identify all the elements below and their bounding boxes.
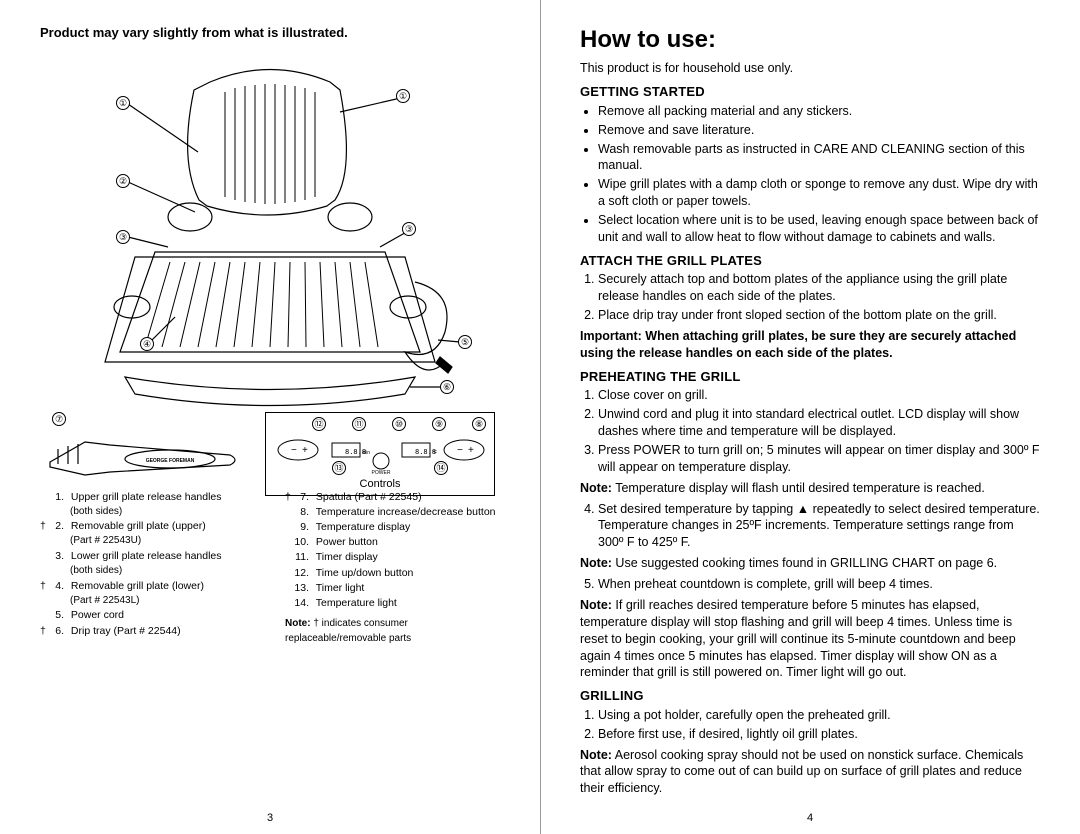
callout-5: ⑤ — [458, 335, 472, 349]
parts-item-sub: (Part # 22543U) — [40, 534, 255, 549]
bullet-list: Remove all packing material and any stic… — [580, 103, 1040, 246]
intro-line: This product is for household use only. — [580, 60, 1040, 77]
numbered-list: Close cover on grill. Unwind cord and plu… — [580, 387, 1040, 475]
spatula-brand-text: GEORGE FOREMAN — [146, 458, 195, 464]
parts-item: 13. Timer light — [285, 581, 500, 596]
parts-item: †2. Removable grill plate (upper) — [40, 519, 255, 534]
controls-panel: ⑧ ⑨ ⑩ ⑪ ⑫ − + — [265, 412, 495, 497]
list-item: Wash removable parts as instructed in CA… — [598, 141, 1040, 175]
callout-3a: ③ — [402, 222, 416, 236]
list-item: Press POWER to turn grill on; 5 minutes … — [598, 442, 1040, 476]
callout-2: ② — [116, 174, 130, 188]
parts-item: 3. Lower grill plate release handles — [40, 549, 255, 564]
numbered-list: Securely attach top and bottom plates of… — [580, 271, 1040, 324]
callout-8: ⑧ — [472, 417, 486, 431]
svg-text:POWER: POWER — [372, 470, 391, 475]
svg-text:+: + — [468, 445, 474, 456]
note-paragraph: Note: Temperature display will flash unt… — [580, 480, 1040, 497]
callout-4: ④ — [140, 337, 154, 351]
svg-text:°F: °F — [432, 450, 437, 456]
parts-item: 1. Upper grill plate release handles — [40, 490, 255, 505]
list-item: Unwind cord and plug it into standard el… — [598, 406, 1040, 440]
callout-9: ⑨ — [432, 417, 446, 431]
parts-col-1: 1. Upper grill plate release handles(bot… — [40, 490, 255, 647]
page-number-right: 4 — [540, 811, 1080, 826]
parts-item: †4. Removable grill plate (lower) — [40, 579, 255, 594]
parts-item-sub: (Part # 22543L) — [40, 594, 255, 609]
variation-note: Product may vary slightly from what is i… — [40, 24, 500, 42]
callout-3b: ③ — [116, 230, 130, 244]
how-to-use-heading: How to use: — [580, 24, 1040, 56]
numbered-list: Using a pot holder, carefully open the p… — [580, 707, 1040, 743]
callout-14: ⑭ — [434, 461, 448, 475]
numbered-list: Set desired temperature by tapping ▲ rep… — [580, 501, 1040, 552]
callout-12: ⑫ — [312, 417, 326, 431]
list-item: Remove and save literature. — [598, 122, 1040, 139]
callout-11: ⑪ — [352, 417, 366, 431]
list-item: When preheat countdown is complete, gril… — [598, 576, 1040, 593]
parts-item: 14. Temperature light — [285, 596, 500, 611]
list-item: Set desired temperature by tapping ▲ rep… — [598, 501, 1040, 552]
parts-note: Note: † indicates consumer replaceable/r… — [285, 617, 500, 646]
list-item: Close cover on grill. — [598, 387, 1040, 404]
callout-7: ⑦ — [52, 412, 66, 426]
svg-text:−: − — [457, 445, 463, 456]
svg-text:+: + — [302, 445, 308, 456]
callout-10: ⑩ — [392, 417, 406, 431]
manual-spread: Product may vary slightly from what is i… — [0, 0, 1080, 834]
section-heading: PREHEATING THE GRILL — [580, 368, 1040, 386]
numbered-list: When preheat countdown is complete, gril… — [580, 576, 1040, 593]
left-page: Product may vary slightly from what is i… — [0, 0, 540, 834]
callout-1a: ① — [116, 96, 130, 110]
section-heading: GETTING STARTED — [580, 83, 1040, 101]
list-item: Before first use, if desired, lightly oi… — [598, 726, 1040, 743]
note-paragraph: Note: If grill reaches desired temperatu… — [580, 597, 1040, 681]
list-item: Wipe grill plates with a damp cloth or s… — [598, 176, 1040, 210]
section-heading: GRILLING — [580, 687, 1040, 705]
important-note: Important: When attaching grill plates, … — [580, 328, 1040, 362]
list-item: Securely attach top and bottom plates of… — [598, 271, 1040, 305]
list-item: Select location where unit is to be used… — [598, 212, 1040, 246]
list-item: Remove all packing material and any stic… — [598, 103, 1040, 120]
callout-13: ⑬ — [332, 461, 346, 475]
list-item: Using a pot holder, carefully open the p… — [598, 707, 1040, 724]
svg-text:Min: Min — [362, 450, 370, 456]
note-paragraph: Note: Aerosol cooking spray should not b… — [580, 747, 1040, 798]
parts-item: 10. Power button — [285, 535, 500, 550]
parts-list: 1. Upper grill plate release handles(bot… — [40, 490, 500, 647]
right-page: How to use: This product is for househol… — [540, 0, 1080, 834]
callout-1b: ① — [396, 89, 410, 103]
controls-svg: − + − + 8.8.8 Min 8.8.8 °F — [274, 435, 488, 475]
parts-item: 5. Power cord — [40, 608, 255, 623]
parts-item: 8. Temperature increase/decrease button — [285, 505, 500, 520]
product-diagram: ① ① ② ③ ③ ④ ⑤ ⑥ GEORGE FOREMAN ⑦ ⑧ — [40, 52, 500, 482]
parts-item-sub: (both sides) — [40, 505, 255, 520]
parts-col-2: †7. Spatula (Part # 22545)8. Temperature… — [285, 490, 500, 647]
parts-item: 11. Timer display — [285, 550, 500, 565]
parts-item: 12. Time up/down button — [285, 566, 500, 581]
parts-item: †6. Drip tray (Part # 22544) — [40, 624, 255, 639]
page-number-left: 3 — [0, 811, 540, 826]
list-item: Place drip tray under front sloped secti… — [598, 307, 1040, 324]
svg-text:−: − — [291, 445, 297, 456]
sections-container: GETTING STARTED Remove all packing materi… — [580, 83, 1040, 797]
section-heading: ATTACH THE GRILL PLATES — [580, 252, 1040, 270]
controls-label: Controls — [274, 477, 486, 492]
note-paragraph: Note: Use suggested cooking times found … — [580, 555, 1040, 572]
parts-item: 9. Temperature display — [285, 520, 500, 535]
callout-6: ⑥ — [440, 380, 454, 394]
spatula-svg: GEORGE FOREMAN — [40, 427, 240, 482]
parts-item-sub: (both sides) — [40, 564, 255, 579]
